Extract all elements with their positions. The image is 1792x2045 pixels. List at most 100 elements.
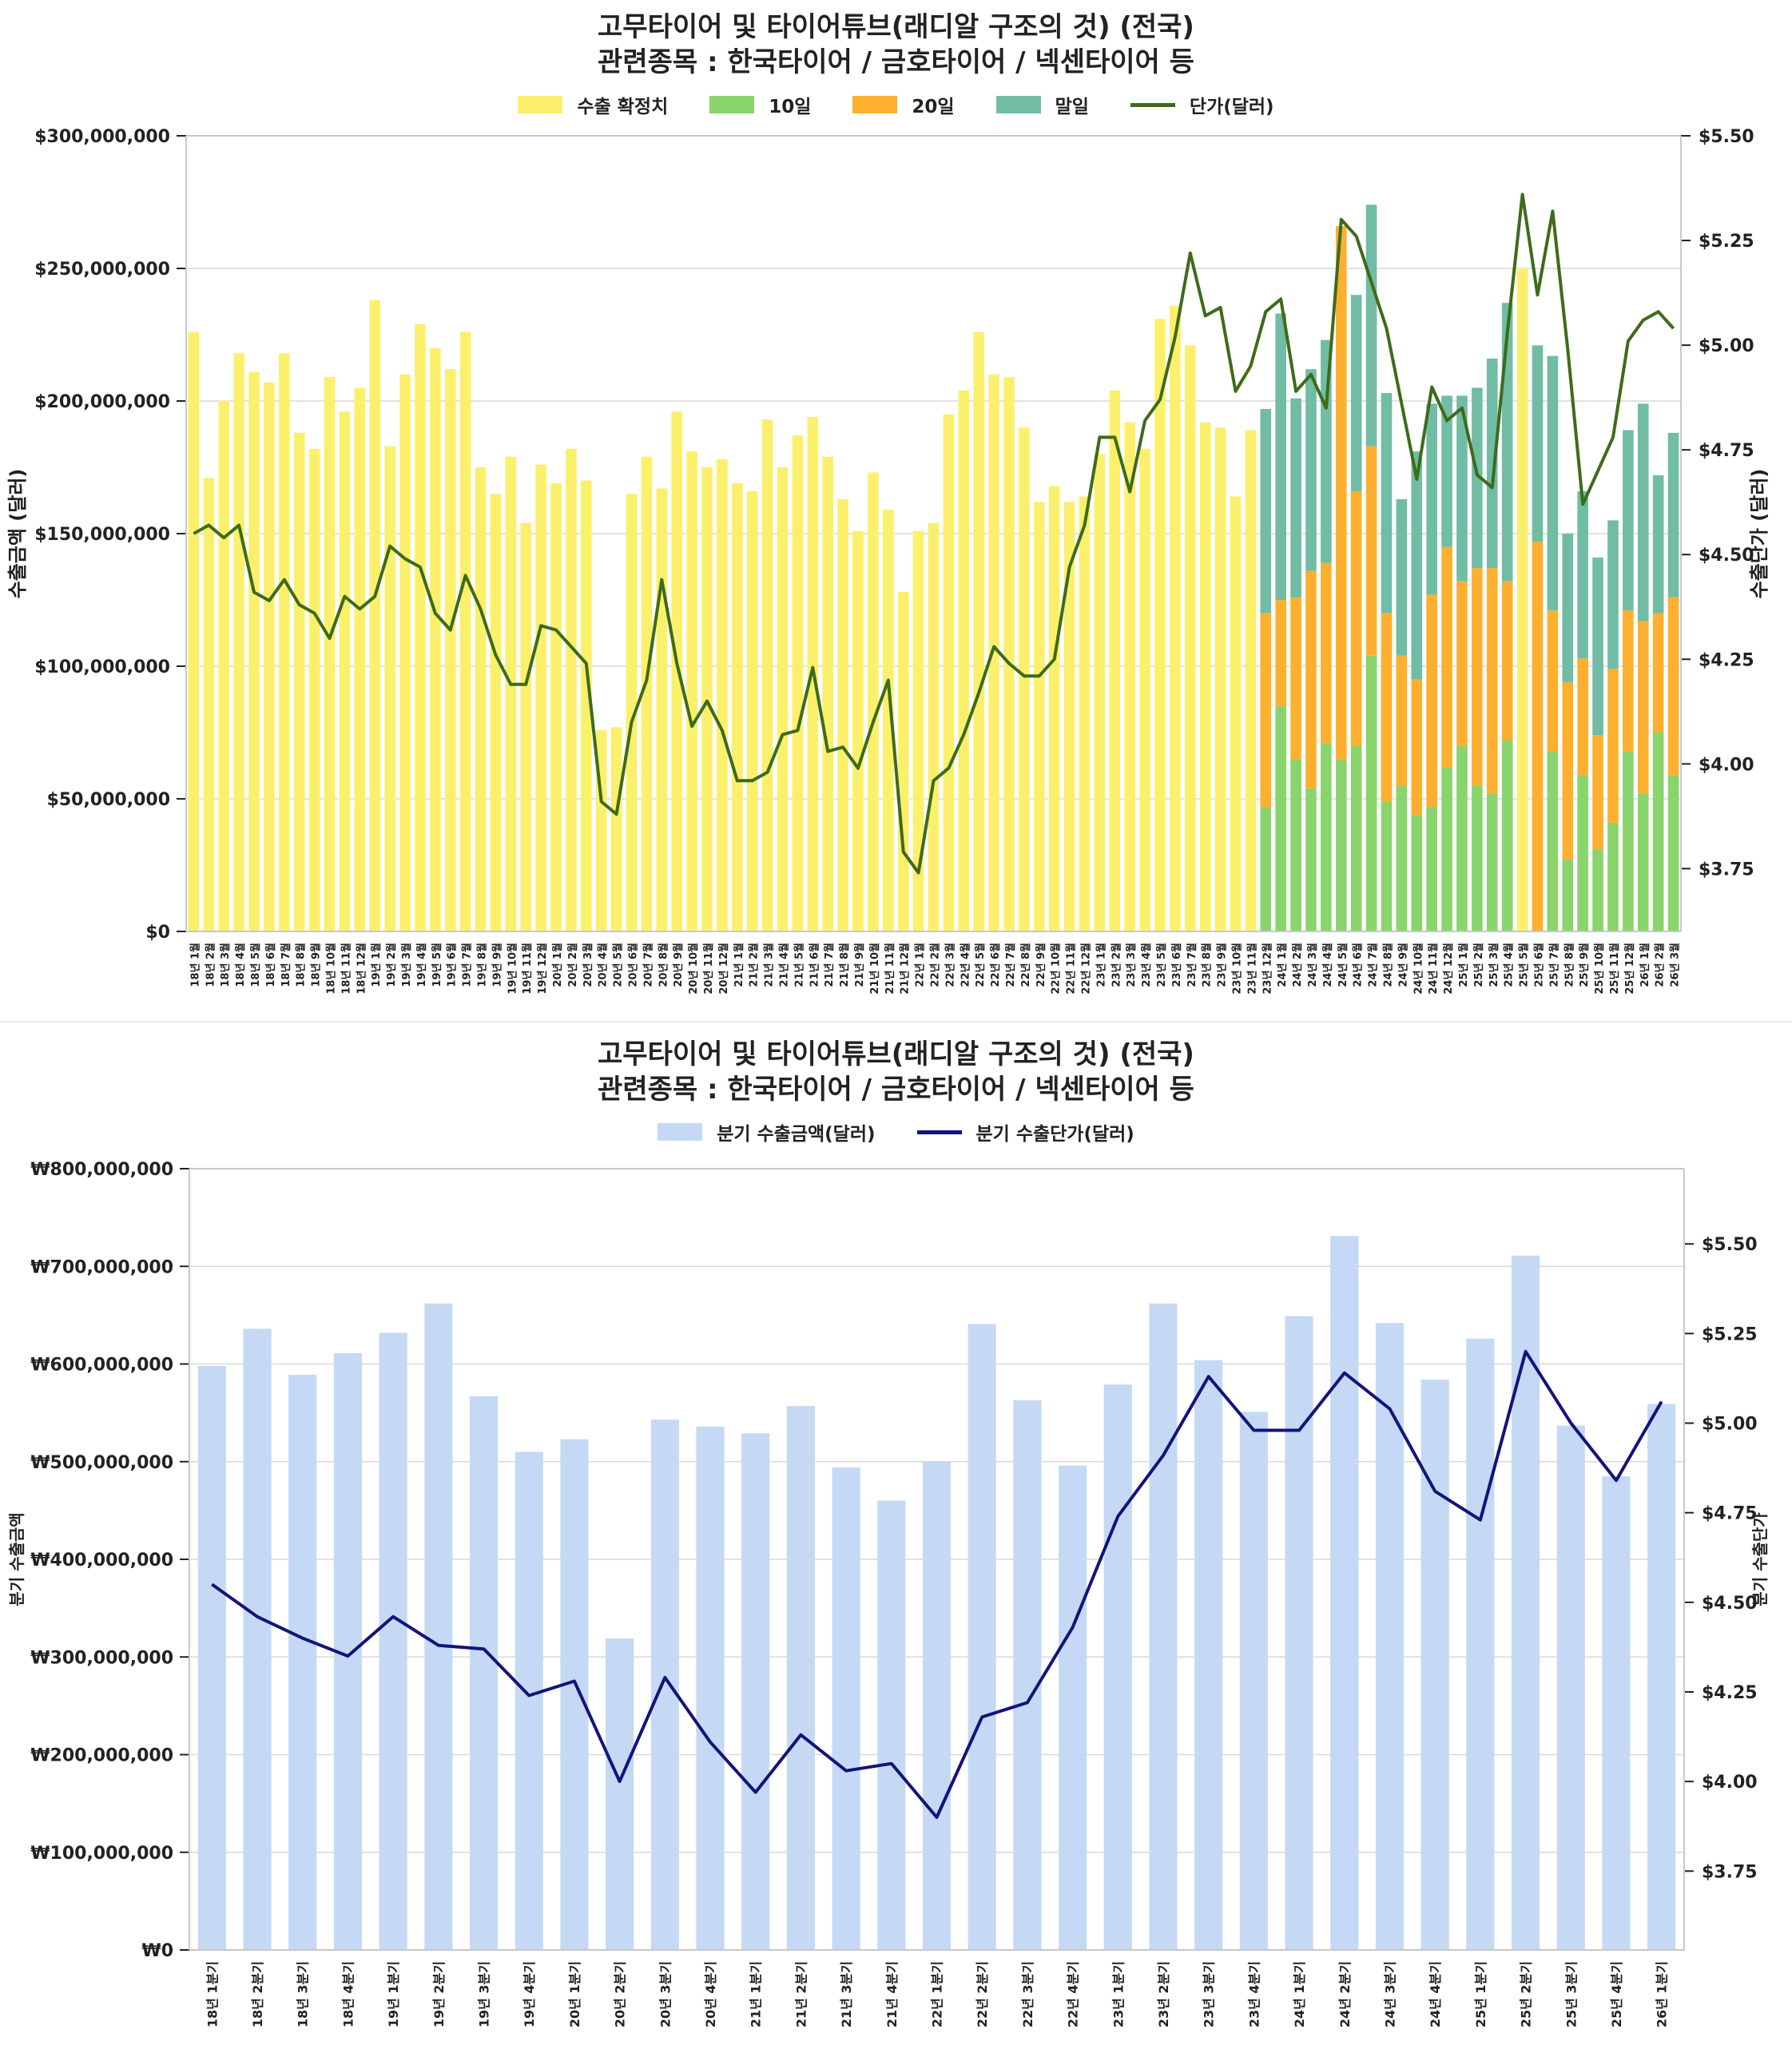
bar-1 xyxy=(868,472,879,931)
bar-3 xyxy=(1350,490,1362,746)
x-tick-label: 21년 1분기 xyxy=(749,1961,764,2027)
bar-2 xyxy=(1426,806,1437,931)
x-tick-label: 18년 10월 xyxy=(325,943,338,995)
bar-1 xyxy=(430,347,441,932)
x-tick-label: 18년 1분기 xyxy=(205,1961,220,2027)
bar-1 xyxy=(490,494,502,931)
x-tick-label: 24년 3분기 xyxy=(1382,1961,1397,2027)
x-tick-label: 18년 12월 xyxy=(355,943,368,995)
x-tick-label: 20년 3월 xyxy=(582,943,594,987)
y-right-tick-label: $4.00 xyxy=(1702,1773,1758,1793)
bar-4 xyxy=(1592,557,1603,736)
x-tick-label: 26년 1분기 xyxy=(1655,1961,1670,2027)
x-tick-label: 20년 12월 xyxy=(717,943,730,995)
x-tick-label: 24년 1월 xyxy=(1276,943,1289,987)
bar-2 xyxy=(1547,751,1559,931)
x-tick-label: 18년 3분기 xyxy=(296,1961,311,2027)
x-tick-label: 23년 5월 xyxy=(1155,943,1168,987)
x-tick-label: 24년 1분기 xyxy=(1292,1961,1307,2027)
x-tick-label: 23년 2월 xyxy=(1110,943,1122,987)
y-tick-label: ₩300,000,000 xyxy=(30,1648,173,1668)
bar-1 xyxy=(943,414,955,931)
x-tick-label: 23년 3분기 xyxy=(1202,1961,1217,2027)
y-axis-title: 수출금액 (달러) xyxy=(6,469,29,599)
quarterly-export-chart-panel: 고무타이어 및 타이어튜브(래디알 구조의 것) (전국) 관련종목 : 한국타… xyxy=(0,1022,1792,2045)
bar-1 xyxy=(761,419,773,931)
bar-2 xyxy=(1577,775,1588,931)
x-tick-label: 18년 3월 xyxy=(219,943,232,987)
bar-3 xyxy=(1365,446,1377,656)
x-tick-label: 20년 1분기 xyxy=(567,1961,582,2027)
x-tick-label: 25년 1월 xyxy=(1457,943,1470,987)
x-tick-label: 23년 10월 xyxy=(1230,943,1243,995)
bar-1 xyxy=(1511,1255,1540,1950)
bar-3 xyxy=(1441,546,1452,768)
x-tick-label: 23년 8월 xyxy=(1201,943,1214,987)
x-tick-label: 22년 2분기 xyxy=(975,1961,990,2027)
y-tick-label: ₩600,000,000 xyxy=(30,1356,173,1376)
bar-4 xyxy=(1577,490,1588,659)
bar-1 xyxy=(606,1638,634,1950)
bar-2 xyxy=(1275,705,1286,931)
x-tick-label: 26년 1월 xyxy=(1639,943,1651,987)
bar-1 xyxy=(1033,502,1045,931)
bar-2 xyxy=(1335,759,1347,931)
bar-1 xyxy=(696,1426,725,1950)
x-tick-label: 21년 5월 xyxy=(793,943,805,987)
bar-2 xyxy=(1350,745,1362,931)
bar-2 xyxy=(1652,733,1664,931)
bar-1 xyxy=(535,464,546,931)
bar-1 xyxy=(399,374,411,931)
bar-3 xyxy=(1456,581,1468,746)
bar-1 xyxy=(1466,1338,1495,1950)
x-tick-label: 23년 11월 xyxy=(1246,943,1258,995)
bar-2 xyxy=(1486,793,1498,931)
x-tick-label: 22년 4월 xyxy=(959,943,971,987)
bar-1 xyxy=(671,411,683,931)
chart-title: 고무타이어 및 타이어튜브(래디알 구조의 것) (전국) xyxy=(598,1038,1194,1070)
bar-2 xyxy=(1501,740,1513,931)
bar-4 xyxy=(1472,387,1483,569)
bar-1 xyxy=(717,459,728,931)
bar-3 xyxy=(1426,594,1437,807)
x-tick-label: 19년 5월 xyxy=(431,943,443,987)
bar-4 xyxy=(1562,534,1574,682)
y-tick-label: ₩400,000,000 xyxy=(30,1551,173,1570)
bar-4 xyxy=(1426,403,1437,595)
x-tick-label: 23년 7월 xyxy=(1186,943,1198,987)
bar-1 xyxy=(248,371,260,932)
bar-1 xyxy=(1602,1476,1631,1950)
y-right-tick-label: $4.25 xyxy=(1702,1683,1758,1703)
y-right-tick-label: $3.75 xyxy=(1702,1862,1758,1882)
x-tick-label: 21년 2월 xyxy=(748,943,761,987)
bar-4 xyxy=(1396,498,1408,656)
x-tick-label: 19년 9월 xyxy=(491,943,503,987)
panel-divider xyxy=(0,1021,1792,1022)
bar-1 xyxy=(1079,496,1091,931)
bar-1 xyxy=(610,727,622,931)
bar-2 xyxy=(1365,655,1377,931)
bar-1 xyxy=(369,300,381,932)
y-right-axis-title: 분기 수출단가 xyxy=(1750,1512,1770,1606)
legend-color-swatch xyxy=(658,1123,703,1141)
chart-subtitle: 관련종목 : 한국타이어 / 금호타이어 / 넥센타이어 등 xyxy=(598,1074,1194,1106)
bar-1 xyxy=(243,1328,272,1950)
bar-1 xyxy=(786,1406,815,1950)
y-right-tick-label: $5.00 xyxy=(1702,1415,1758,1435)
bar-2 xyxy=(1321,743,1332,931)
bar-1 xyxy=(354,387,366,931)
bar-1 xyxy=(1420,1380,1449,1950)
bar-3 xyxy=(1501,581,1513,741)
bar-1 xyxy=(1647,1404,1676,1950)
bar-1 xyxy=(288,1374,317,1950)
x-tick-label: 24년 2분기 xyxy=(1337,1961,1353,2027)
bar-1 xyxy=(777,467,789,931)
bar-1 xyxy=(1059,1465,1087,1950)
bar-2 xyxy=(1260,806,1272,931)
x-tick-label: 21년 3월 xyxy=(763,943,776,987)
x-tick-label: 25년 2월 xyxy=(1472,943,1485,987)
x-tick-label: 20년 6월 xyxy=(627,943,640,987)
bar-1 xyxy=(1103,1384,1132,1950)
bar-3 xyxy=(1396,655,1408,786)
x-tick-label: 18년 7월 xyxy=(280,943,292,987)
